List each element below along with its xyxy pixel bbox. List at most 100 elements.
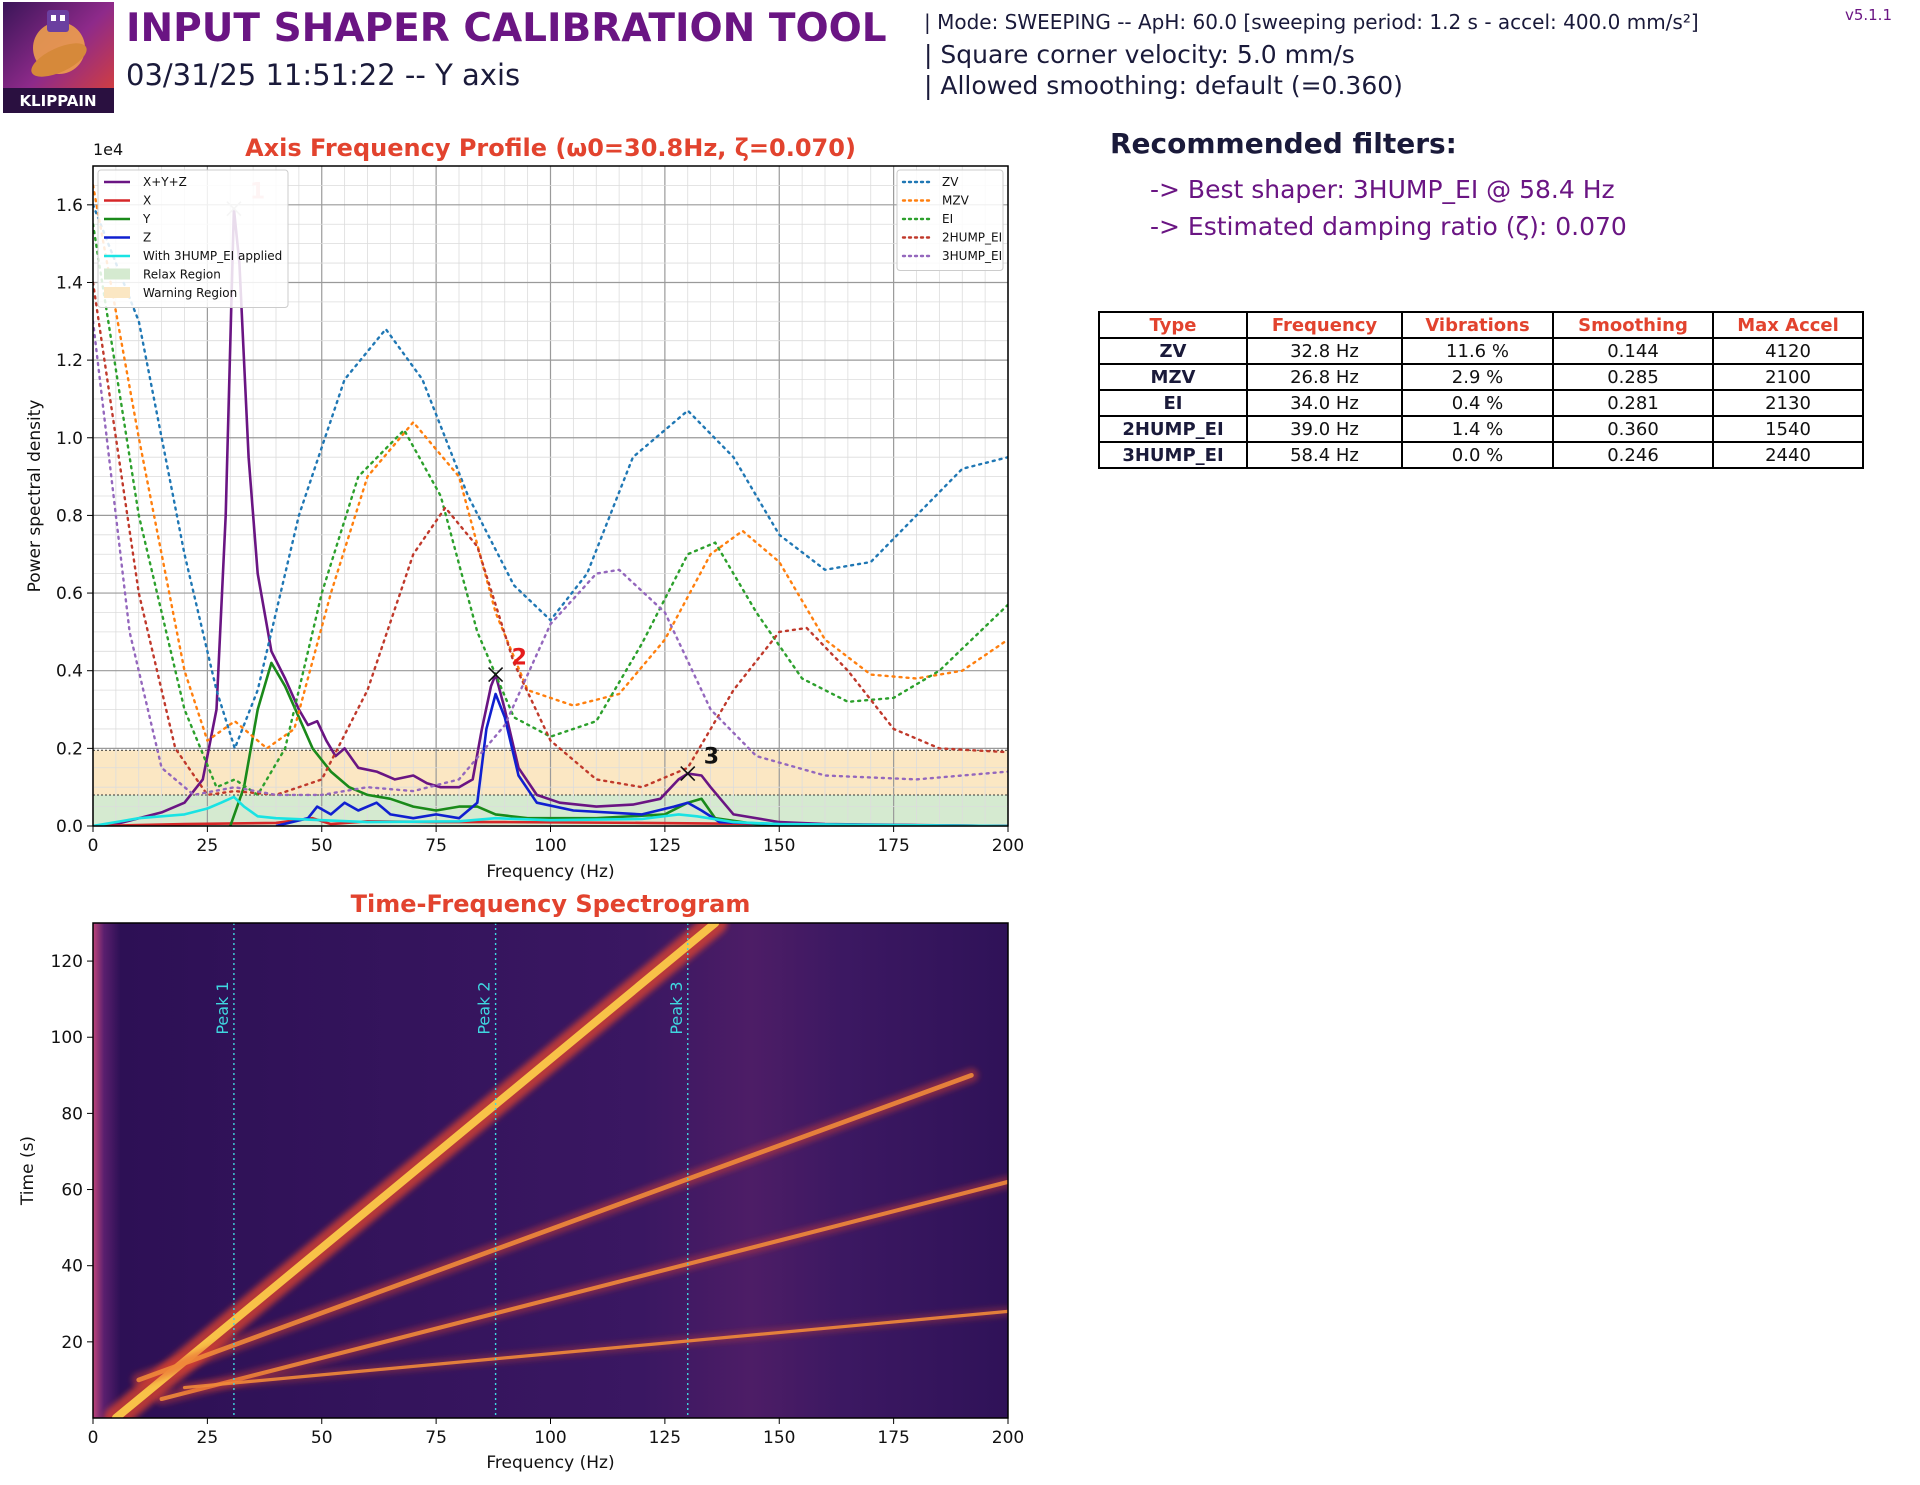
y-tick-label: 80	[61, 1104, 83, 1124]
legend-entry-label: Y	[142, 212, 151, 226]
column-header-max-accel: Max Accel	[1712, 311, 1864, 339]
x-tick-label: 75	[425, 836, 447, 856]
y-tick-label: 1.4	[56, 273, 83, 293]
y-tick-label: 20	[61, 1333, 83, 1353]
recommendations-title: Recommended filters:	[1110, 127, 1457, 160]
table-row: MZV 26.8 Hz 2.9 % 0.285 2100	[1098, 363, 1864, 391]
series-line-z	[275, 692, 1008, 826]
y-multiplier-label: 1e4	[93, 140, 123, 159]
x-tick-label: 0	[88, 836, 99, 856]
psd-x-axis-label: Frequency (Hz)	[486, 862, 614, 882]
logo-text: KLIPPAIN	[19, 92, 96, 110]
cell-max-accel: 2100	[1712, 363, 1864, 391]
best-shaper-line: -> Best shaper: 3HUMP_EI @ 58.4 Hz	[1150, 175, 1615, 204]
peak-marker-label: Peak 2	[475, 981, 494, 1034]
cell-smoothing: 0.360	[1552, 415, 1714, 443]
spectrogram-title: Time-Frequency Spectrogram	[351, 890, 751, 918]
y-tick-label: 40	[61, 1257, 83, 1277]
series-line-3hump-ei	[93, 320, 1008, 797]
series-line-zv	[93, 203, 1008, 750]
filters-table-header: Type Frequency Vibrations Smoothing Max …	[1098, 311, 1864, 339]
psd-y-axis-label: Power spectral density	[25, 400, 45, 593]
y-tick-label: 0.4	[56, 662, 83, 682]
series-line-x-y-z	[93, 207, 1008, 826]
y-tick-label: 0.2	[56, 739, 83, 759]
psd-legend-right: ZV MZV EI 2HUMP_EI 3HUMP_EI	[896, 169, 1004, 271]
legend-entry-label: X+Y+Z	[143, 175, 187, 189]
cell-smoothing: 0.285	[1552, 363, 1714, 391]
series-line-with-3hump-ei-applied	[93, 795, 1008, 826]
table-row: EI 34.0 Hz 0.4 % 0.281 2130	[1098, 389, 1864, 417]
page-subtitle: 03/31/25 11:51:22 -- Y axis	[126, 58, 521, 92]
cell-vibrations: 11.6 %	[1401, 337, 1554, 365]
y-tick-label: 60	[61, 1181, 83, 1201]
x-tick-label: 0	[88, 1428, 99, 1448]
cell-vibrations: 0.4 %	[1401, 389, 1554, 417]
cell-max-accel: 2440	[1712, 441, 1864, 469]
psd-legend-left-box	[97, 169, 289, 308]
x-tick-label: 50	[311, 1428, 333, 1448]
cell-max-accel: 2130	[1712, 389, 1864, 417]
x-tick-label: 25	[197, 836, 219, 856]
series-line-2hump-ei	[93, 281, 1008, 797]
cell-type: 2HUMP_EI	[1098, 415, 1248, 443]
table-row: 3HUMP_EI 58.4 Hz 0.0 % 0.246 2440	[1098, 441, 1864, 469]
spectrogram-x-axis-label: Frequency (Hz)	[486, 1453, 614, 1473]
legend-entry-label: Relax Region	[143, 268, 221, 282]
legend-entry-label: Warning Region	[143, 286, 237, 300]
x-tick-label: 25	[197, 1428, 219, 1448]
psd-legend-left: X+Y+Z XYZ With 3HUMP_EI applied Relax Regio…	[97, 169, 289, 308]
cell-max-accel: 1540	[1712, 415, 1864, 443]
spectrogram-ridges	[103, 923, 1008, 1418]
y-tick-label: 1.2	[56, 351, 83, 371]
x-tick-label: 150	[763, 836, 795, 856]
param-mode: | Mode: SWEEPING -- ApH: 60.0 [sweeping …	[924, 10, 1699, 34]
cell-frequency: 58.4 Hz	[1246, 441, 1403, 469]
peak-marker	[680, 766, 696, 782]
page-title: INPUT SHAPER CALIBRATION TOOL	[126, 6, 887, 51]
y-tick-label: 0.0	[56, 817, 83, 837]
x-tick-label: 200	[992, 1428, 1024, 1448]
legend-swatch	[104, 268, 130, 280]
y-tick-label: 120	[51, 952, 83, 972]
cell-frequency: 26.8 Hz	[1246, 363, 1403, 391]
legend-swatch	[104, 287, 130, 298]
peak-label: 2	[512, 646, 527, 671]
spectrogram-y-axis-label: Time (s)	[18, 1136, 38, 1206]
param-square-corner-velocity: | Square corner velocity: 5.0 mm/s	[924, 40, 1355, 69]
x-tick-label: 200	[992, 836, 1024, 856]
psd-legend-right-box	[896, 169, 1004, 271]
psd-chart-title: Axis Frequency Profile (ω0=30.8Hz, ζ=0.0…	[245, 134, 856, 162]
y-tick-label: 0.8	[56, 506, 83, 526]
cell-smoothing: 0.281	[1552, 389, 1714, 417]
peak-marker	[488, 667, 504, 683]
cell-vibrations: 0.0 %	[1401, 441, 1554, 469]
version-label: v5.1.1	[1844, 6, 1892, 24]
spectrogram-ridge-core	[182, 1309, 1008, 1390]
y-tick-label: 0.6	[56, 584, 83, 604]
cell-frequency: 32.8 Hz	[1246, 337, 1403, 365]
legend-entry-label: 3HUMP_EI	[942, 249, 1002, 263]
param-allowed-smoothing: | Allowed smoothing: default (=0.360)	[924, 71, 1403, 100]
cell-max-accel: 4120	[1712, 337, 1864, 365]
filters-table: Type Frequency Vibrations Smoothing Max …	[1098, 311, 1864, 469]
y-tick-label: 1.6	[56, 196, 83, 216]
psd-chart: 12302550751001251501752000.00.20.40.60.8…	[25, 134, 1024, 882]
spectrogram-chart: Peak 1 Peak 2 Peak 3 0 25 50 75 100 125 150 175 200…	[18, 890, 1024, 1473]
column-header-smoothing: Smoothing	[1552, 311, 1714, 339]
cell-vibrations: 1.4 %	[1401, 415, 1554, 443]
cell-frequency: 34.0 Hz	[1246, 389, 1403, 417]
y-tick-label: 1.0	[56, 429, 83, 449]
cell-type: ZV	[1098, 337, 1248, 365]
cell-smoothing: 0.246	[1552, 441, 1714, 469]
x-tick-label: 50	[311, 836, 333, 856]
series-line-y	[229, 661, 826, 826]
klippain-logo: KLIPPAIN	[3, 2, 114, 113]
cell-smoothing: 0.144	[1552, 337, 1714, 365]
column-header-frequency: Frequency	[1246, 311, 1403, 339]
cell-frequency: 39.0 Hz	[1246, 415, 1403, 443]
cell-vibrations: 2.9 %	[1401, 363, 1554, 391]
spectrogram-ridge-core	[159, 1179, 1008, 1402]
x-tick-label: 150	[763, 1428, 795, 1448]
x-tick-label: 100	[534, 1428, 566, 1448]
